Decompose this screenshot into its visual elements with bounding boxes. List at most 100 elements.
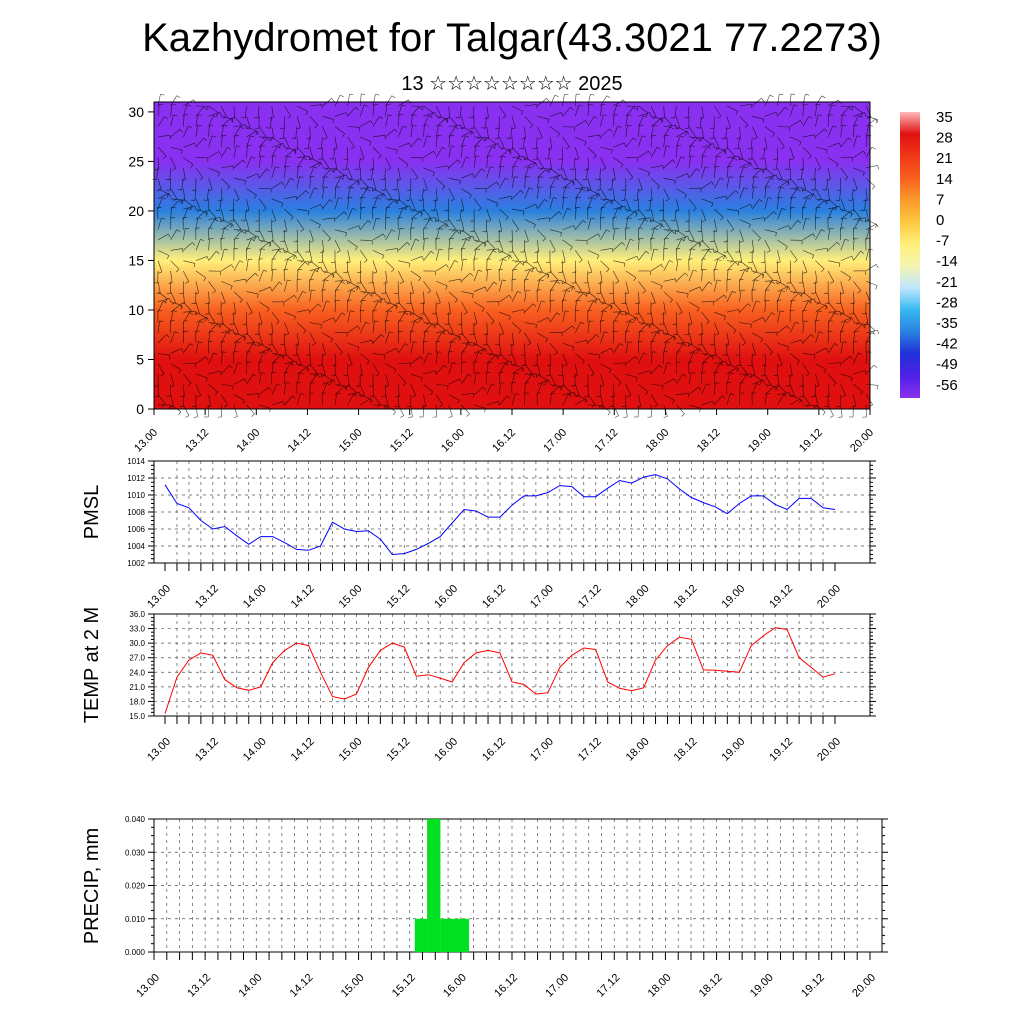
wind-barb xyxy=(802,301,809,313)
wind-barb xyxy=(752,270,764,275)
wind-barb xyxy=(473,312,478,324)
wind-barb xyxy=(524,203,536,210)
wind-barb xyxy=(726,353,732,365)
wind-barb xyxy=(625,105,638,107)
wind-barb-flag xyxy=(404,206,408,210)
wind-barb-flag xyxy=(785,106,789,110)
wind-barb xyxy=(258,248,262,261)
wind-barb xyxy=(726,208,739,212)
wind-barb-flag xyxy=(552,384,556,387)
wind-barb-flag xyxy=(439,404,443,408)
wind-barb xyxy=(752,379,764,385)
wind-barb-flag xyxy=(515,229,519,232)
wind-barb xyxy=(195,301,200,314)
wind-barb xyxy=(284,250,296,256)
wind-barb xyxy=(789,207,792,220)
wind-barb xyxy=(574,104,580,117)
x-tick-label: 14.12 xyxy=(286,427,314,455)
wind-barb-flag xyxy=(481,138,486,142)
wind-barb-flag xyxy=(703,353,708,356)
wind-barb-flag xyxy=(395,200,400,202)
wind-barb-flag xyxy=(633,277,637,282)
wind-barb xyxy=(587,193,599,200)
wind-barb-flag xyxy=(465,341,470,345)
wind-barb-flag xyxy=(787,181,790,186)
wind-barb xyxy=(537,126,543,138)
wind-barb xyxy=(410,217,414,230)
wind-barb-flag xyxy=(621,242,625,246)
wind-barb-flag xyxy=(682,373,687,377)
wind-barb xyxy=(170,301,183,306)
x-tick-label: 16.00 xyxy=(439,427,467,455)
wind-barb xyxy=(347,136,355,148)
wind-barb xyxy=(195,356,206,365)
wind-barb-flag xyxy=(320,204,323,209)
wind-barb-flag xyxy=(617,125,622,128)
wind-barb-flag xyxy=(730,229,734,232)
x-tick-label: 18.12 xyxy=(672,736,700,764)
wind-barb xyxy=(448,291,458,300)
wind-barb xyxy=(220,188,223,201)
temperature-panel: 15.018.021.024.027.030.033.036.013.00 13.… xyxy=(81,607,876,764)
wind-barb xyxy=(726,116,731,128)
wind-barb xyxy=(486,269,488,282)
wind-barb xyxy=(461,342,474,344)
wind-barb xyxy=(157,104,160,117)
wind-barb-flag xyxy=(656,186,660,190)
wind-barb-flag xyxy=(806,404,811,407)
wind-barb xyxy=(372,260,378,273)
wind-barb xyxy=(360,398,371,406)
wind-barb xyxy=(777,136,785,147)
wind-barb xyxy=(385,404,396,412)
wind-barb xyxy=(751,239,755,252)
wind-barb xyxy=(815,394,819,407)
wind-barb-flag xyxy=(436,302,441,305)
wind-barb-flag xyxy=(601,302,606,305)
wind-barb-flag xyxy=(178,411,181,416)
x-tick-label: 16.12 xyxy=(490,427,518,455)
wind-barb xyxy=(827,241,838,251)
wind-barb xyxy=(221,165,234,169)
wind-barb xyxy=(511,291,518,303)
wind-barb xyxy=(714,294,725,303)
wind-barb-flag xyxy=(660,264,664,268)
wind-barb xyxy=(587,291,598,300)
x-tick-label: 17.12 xyxy=(592,427,620,455)
wind-barb xyxy=(713,279,718,292)
wind-barb xyxy=(651,329,663,334)
wind-barb-flag xyxy=(725,196,728,201)
wind-barb xyxy=(271,281,280,292)
wind-barb xyxy=(334,342,343,353)
wind-barb-flag xyxy=(339,94,344,98)
wind-barb xyxy=(575,394,587,400)
wind-barb xyxy=(182,104,188,117)
wind-barb xyxy=(284,382,286,395)
wind-barb-flag xyxy=(402,310,407,314)
wind-barb-flag xyxy=(306,367,309,372)
wind-barb xyxy=(511,250,519,261)
wind-barb-flag xyxy=(499,251,504,253)
wind-barb xyxy=(524,147,529,159)
wind-barb xyxy=(436,329,448,334)
wind-barb xyxy=(827,404,834,416)
wind-barb-flag xyxy=(715,147,720,150)
wind-barb-flag xyxy=(441,332,446,335)
wind-barb-flag xyxy=(406,242,411,246)
wind-barb-flag xyxy=(343,386,347,390)
wind-barb xyxy=(398,242,408,251)
wind-barb xyxy=(385,200,395,210)
wind-barb-flag xyxy=(463,312,468,315)
wind-barb xyxy=(448,159,458,169)
wind-barb-flag xyxy=(674,230,679,233)
wind-barb-flag xyxy=(383,355,386,360)
wind-barb xyxy=(574,94,577,107)
wind-barb xyxy=(461,393,474,395)
wind-barb-flag xyxy=(760,338,763,343)
wind-barb-flag xyxy=(484,242,486,248)
wind-barb xyxy=(486,401,499,406)
wind-barb xyxy=(853,208,862,219)
wind-barb-flag xyxy=(311,289,316,291)
wind-barb xyxy=(524,363,533,374)
wind-barb-flag xyxy=(509,294,512,299)
wind-barb xyxy=(334,126,345,134)
